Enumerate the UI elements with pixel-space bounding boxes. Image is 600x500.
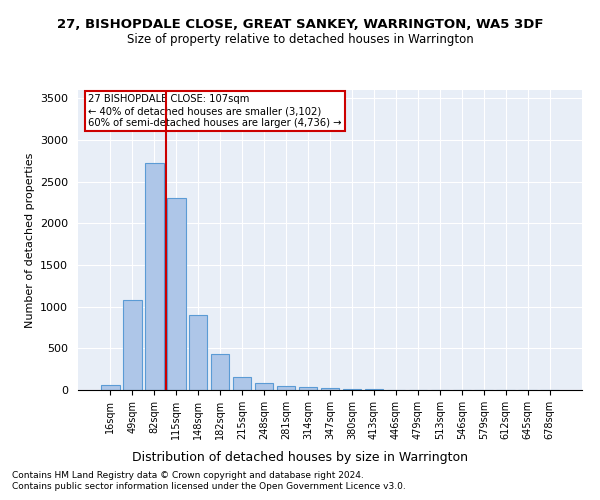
Text: Contains HM Land Registry data © Crown copyright and database right 2024.: Contains HM Land Registry data © Crown c… — [12, 470, 364, 480]
Text: 27, BISHOPDALE CLOSE, GREAT SANKEY, WARRINGTON, WA5 3DF: 27, BISHOPDALE CLOSE, GREAT SANKEY, WARR… — [57, 18, 543, 30]
Bar — [123, 300, 142, 390]
Bar — [233, 376, 251, 390]
Text: Size of property relative to detached houses in Warrington: Size of property relative to detached ho… — [127, 32, 473, 46]
Bar — [299, 387, 317, 390]
Text: 27 BISHOPDALE CLOSE: 107sqm
← 40% of detached houses are smaller (3,102)
60% of : 27 BISHOPDALE CLOSE: 107sqm ← 40% of det… — [88, 94, 341, 128]
Text: Contains public sector information licensed under the Open Government Licence v3: Contains public sector information licen… — [12, 482, 406, 491]
Text: Distribution of detached houses by size in Warrington: Distribution of detached houses by size … — [132, 451, 468, 464]
Bar — [145, 164, 164, 390]
Bar — [211, 354, 229, 390]
Bar — [320, 388, 340, 390]
Y-axis label: Number of detached properties: Number of detached properties — [25, 152, 35, 328]
Bar — [343, 389, 361, 390]
Bar — [101, 385, 119, 390]
Bar — [255, 382, 274, 390]
Bar — [277, 386, 295, 390]
Bar — [167, 198, 185, 390]
Bar — [189, 315, 208, 390]
